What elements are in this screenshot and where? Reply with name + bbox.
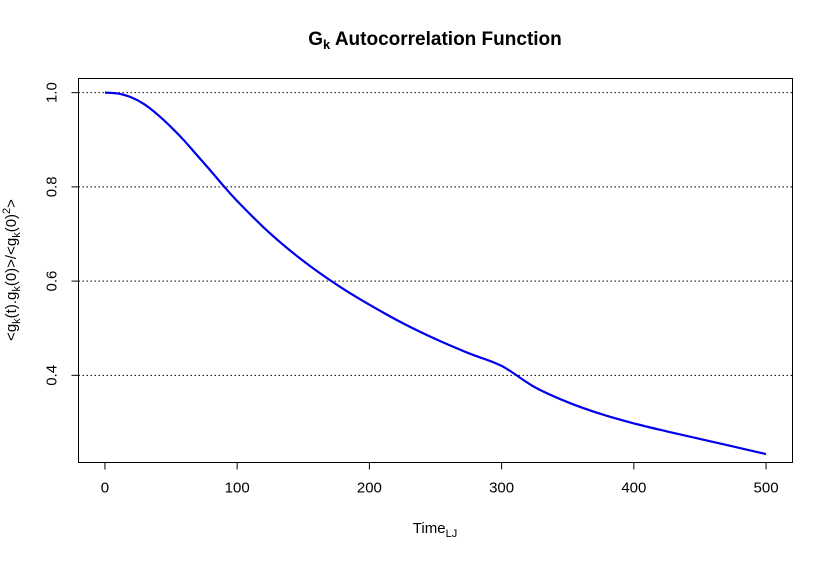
series-line xyxy=(104,91,767,456)
x-tick-label: 300 xyxy=(489,480,514,497)
x-axis-label-subscript: LJ xyxy=(446,528,458,540)
x-tick-label: 400 xyxy=(621,480,646,497)
y-axis-label-part: (0) xyxy=(3,214,20,232)
y-axis: 0.4 0.6 0.8 1.0 xyxy=(44,82,79,386)
x-tick-label: 0 xyxy=(101,480,109,497)
x-tick-label: 200 xyxy=(357,480,382,497)
y-axis-label-part: 2 xyxy=(1,208,13,214)
y-axis-label-part: > xyxy=(3,199,20,208)
x-tick-label: 100 xyxy=(225,480,250,497)
grid-lines xyxy=(78,92,793,376)
y-tick-label: 0.8 xyxy=(44,176,61,197)
plot-frame xyxy=(78,78,793,463)
y-tick-label: 0.6 xyxy=(44,271,61,292)
y-axis-label: <gk(t).gk(0)>/<gk(0)2> xyxy=(1,199,23,341)
series-layer xyxy=(104,91,767,456)
x-axis-label-main: Time xyxy=(413,520,446,537)
y-axis-label-part: (0)>/<g xyxy=(3,238,20,286)
y-axis-label-part: <g xyxy=(3,324,20,341)
y-axis-label-part: k xyxy=(11,232,23,238)
chart-title-main: G xyxy=(308,29,323,50)
y-axis-label-part: k xyxy=(11,318,23,324)
chart-title: Gk Autocorrelation Function xyxy=(308,29,562,52)
y-axis-label-part: k xyxy=(11,286,23,292)
chart-title-rest: Autocorrelation Function xyxy=(330,29,562,50)
x-axis: 0 100 200 300 400 500 xyxy=(101,462,779,497)
x-tick-label: 500 xyxy=(754,480,779,497)
chart-title-subscript: k xyxy=(323,37,331,52)
y-axis-label-part: (t).g xyxy=(3,292,20,319)
x-axis-label: TimeLJ xyxy=(413,520,457,540)
y-tick-label: 0.4 xyxy=(44,365,61,386)
y-tick-label: 1.0 xyxy=(44,82,61,103)
